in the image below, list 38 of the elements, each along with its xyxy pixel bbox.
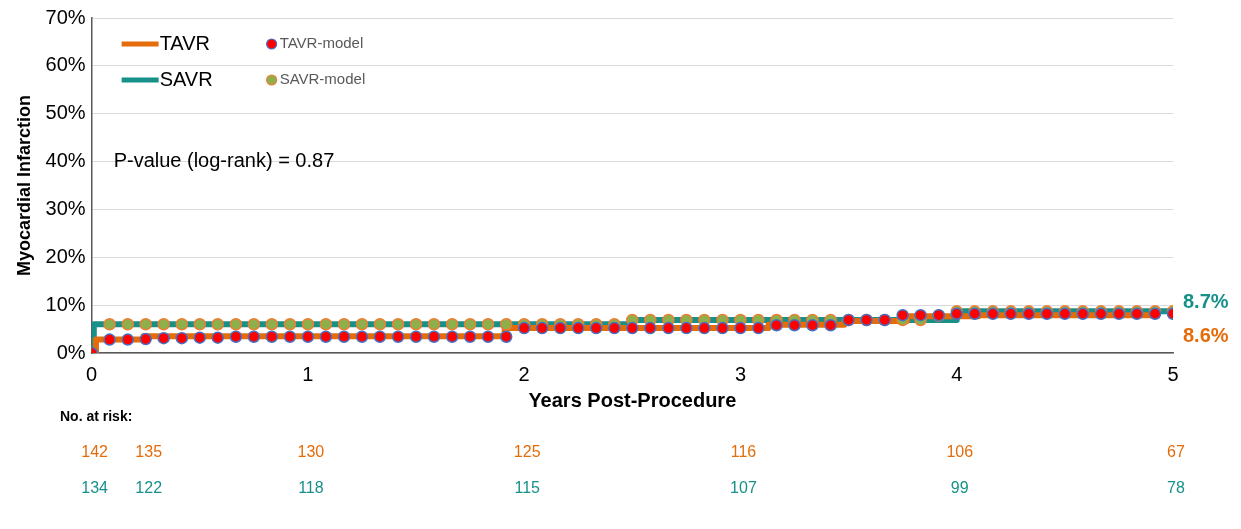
text: 122 [135,479,163,497]
x-tick-label: 5 [1167,362,1179,385]
y-tick-label: 40% [45,149,86,172]
y-tick-label: 50% [45,101,86,124]
x-tick-label: 2 [518,362,530,385]
text: 107 [730,479,757,497]
text: 8.6% [1183,323,1229,346]
text: 125 [513,443,541,461]
y-axis-title: Myocardial Infarction [13,94,34,277]
text: 78 [1167,479,1185,497]
x-tick-label: 1 [302,362,314,385]
legend-label: SAVR-model [279,70,366,88]
x-axis-title: Years Post-Procedure [528,388,737,411]
text: 106 [946,443,974,461]
legend-label: SAVR [159,67,213,90]
text: 130 [297,443,325,461]
y-tick-label: 20% [45,244,86,267]
y-tick-label: 70% [45,5,86,28]
y-tick-label: 10% [45,292,86,315]
text: 118 [298,479,324,497]
annotation: P-value (log-rank) = 0.87 [113,148,335,171]
text: 134 [81,479,109,497]
x-tick-label: 4 [951,362,963,385]
legend-label: TAVR [159,31,210,54]
text: 99 [950,479,969,497]
x-tick-label: 0 [86,362,98,385]
text: No. at risk: [60,407,133,424]
legend-label: TAVR-model [279,34,364,52]
y-tick-label: 60% [45,53,86,76]
text: 115 [514,479,541,497]
text: 142 [81,443,109,461]
text: 8.7% [1183,289,1229,312]
x-tick-label: 3 [734,362,747,385]
y-tick-label: 0% [56,340,86,363]
text: 116 [730,443,757,461]
text: 135 [135,443,163,461]
y-tick-label: 30% [45,196,86,219]
text: 67 [1167,443,1185,461]
